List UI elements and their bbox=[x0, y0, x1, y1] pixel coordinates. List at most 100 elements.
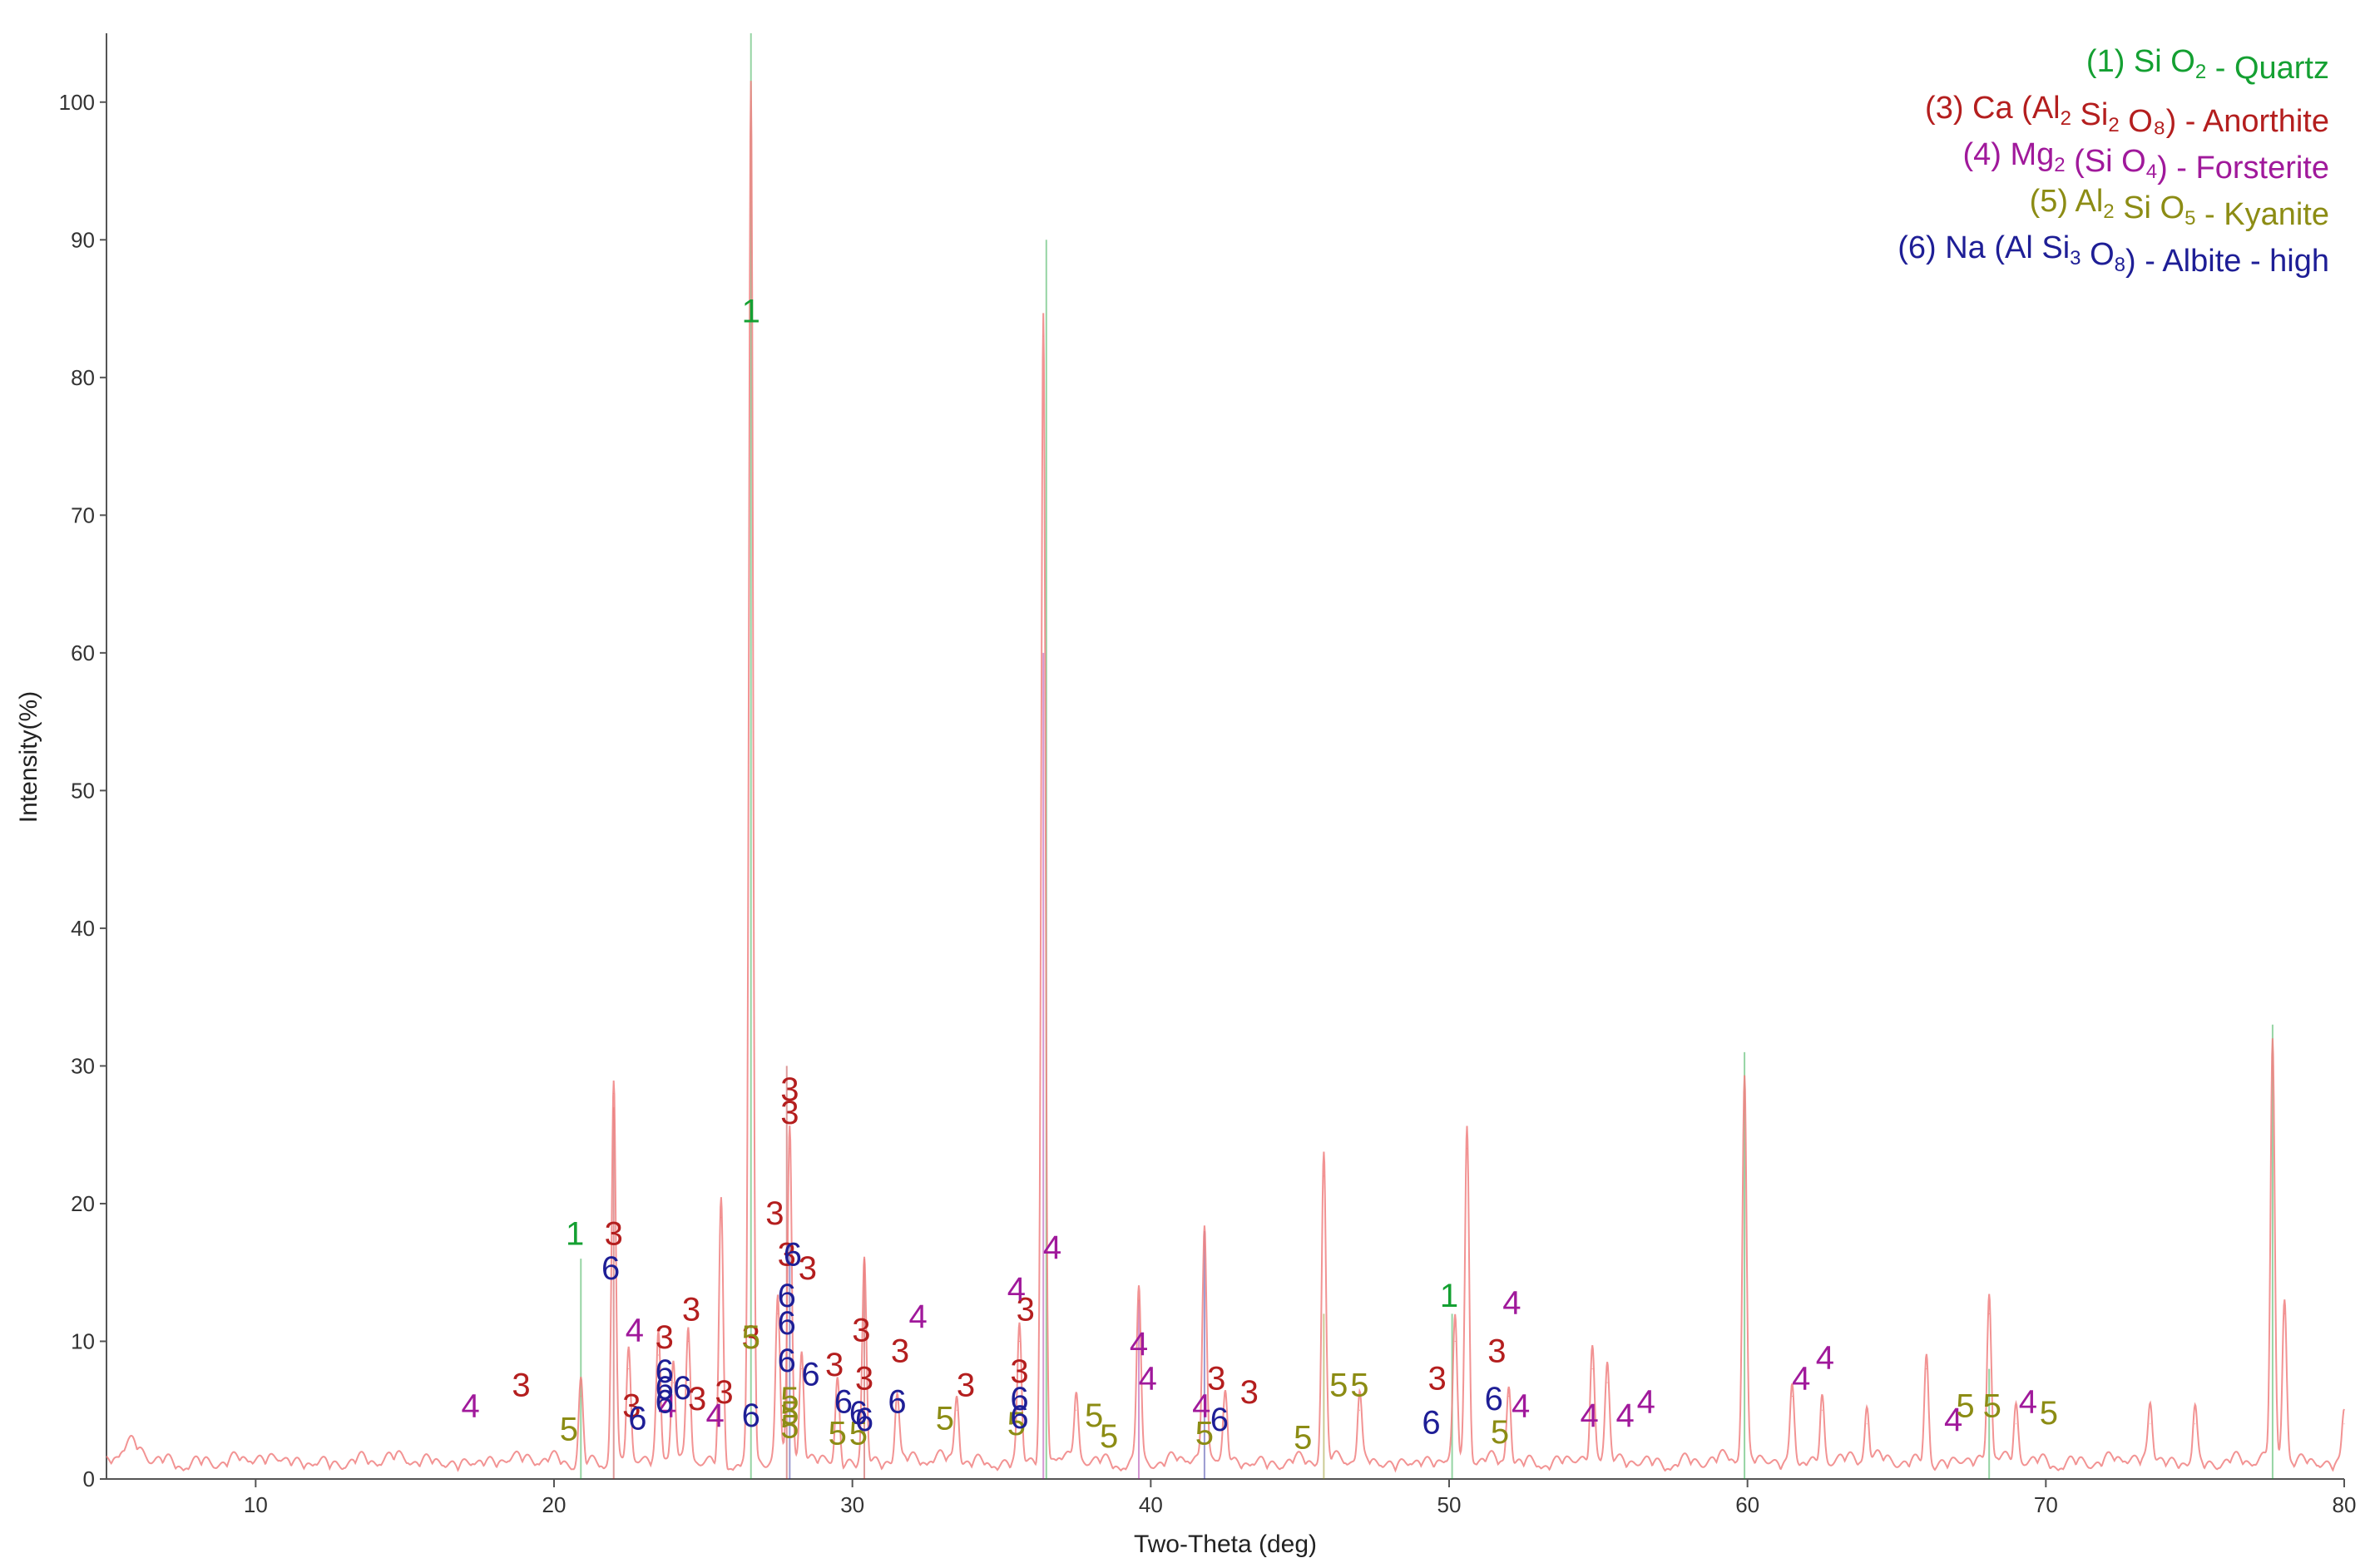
peak-marker-5: 5 bbox=[1956, 1388, 1974, 1425]
peak-marker-3: 3 bbox=[512, 1368, 530, 1404]
peak-marker-6: 6 bbox=[656, 1384, 674, 1421]
peak-marker-5: 5 bbox=[1085, 1397, 1103, 1434]
x-tick-label: 40 bbox=[1139, 1492, 1163, 1517]
peak-marker-1: 1 bbox=[742, 294, 760, 330]
peak-marker-3: 3 bbox=[957, 1368, 975, 1404]
pattern-peak bbox=[1591, 1368, 1593, 1370]
peak-marker-3: 3 bbox=[656, 1319, 674, 1356]
peak-marker-3: 3 bbox=[1017, 1292, 1035, 1328]
peak-marker-4: 4 bbox=[1043, 1229, 1061, 1266]
pattern-peak bbox=[2343, 1423, 2345, 1425]
peak-marker-4: 4 bbox=[1615, 1397, 1634, 1434]
y-ticks: 0 10 20 30 40 50 60 70 80 90 100 bbox=[59, 90, 106, 1491]
peak-marker-4: 4 bbox=[1139, 1360, 1157, 1397]
legend-entry-4: (4) Mg2 (Si O4) - Forsterite bbox=[1962, 137, 2329, 185]
pattern-peak bbox=[896, 1409, 898, 1411]
peak-marker-4: 4 bbox=[1816, 1340, 1834, 1377]
pattern-peak bbox=[687, 1340, 689, 1342]
peak-marker-4: 4 bbox=[1502, 1284, 1521, 1321]
pattern-peak bbox=[1204, 1244, 1205, 1246]
peak-marker-4: 4 bbox=[1192, 1388, 1210, 1425]
peak-marker-3: 3 bbox=[742, 1319, 760, 1356]
peak-marker-6: 6 bbox=[742, 1397, 760, 1434]
peak-marker-3: 3 bbox=[1428, 1360, 1447, 1397]
legend-entry-1: (1) Si O2 - Quartz bbox=[2086, 44, 2329, 86]
pattern-peak bbox=[837, 1396, 839, 1397]
pattern-peak bbox=[1358, 1409, 1360, 1411]
measured-pattern bbox=[106, 81, 2345, 1473]
peak-marker-6: 6 bbox=[656, 1370, 674, 1407]
x-tick-label: 50 bbox=[1437, 1492, 1462, 1517]
legend-entry-5: (5) Al2 Si O5 - Kyanite bbox=[2030, 184, 2329, 232]
peak-marker-4: 4 bbox=[1792, 1360, 1810, 1397]
peak-marker-6: 6 bbox=[1010, 1381, 1028, 1417]
pattern-peak bbox=[1019, 1340, 1021, 1342]
pattern-peak bbox=[863, 1272, 865, 1274]
x-ticks: 10 20 30 40 50 60 70 80 bbox=[244, 1479, 2357, 1517]
peak-marker-5: 5 bbox=[936, 1400, 954, 1437]
peak-marker-1: 1 bbox=[566, 1216, 584, 1253]
peak-marker-5: 5 bbox=[780, 1395, 799, 1432]
pattern-peak bbox=[801, 1368, 803, 1370]
peak-marker-4: 4 bbox=[1512, 1388, 1530, 1425]
peak-marker-3: 3 bbox=[622, 1388, 641, 1425]
pattern-peak bbox=[1042, 335, 1044, 337]
pattern-peak bbox=[1821, 1409, 1823, 1411]
legend: (1) Si O2 - Quartz (3) Ca (Al2 Si2 O₈) - … bbox=[1897, 44, 2329, 279]
x-tick-label: 10 bbox=[244, 1492, 268, 1517]
peak-marker-3: 3 bbox=[799, 1250, 817, 1287]
peak-marker-3: 3 bbox=[688, 1381, 706, 1417]
pattern-peak bbox=[2283, 1313, 2285, 1314]
plot-area bbox=[106, 33, 2344, 1480]
peak-marker-6: 6 bbox=[1010, 1399, 1028, 1436]
pattern-peak bbox=[750, 101, 752, 103]
peak-marker-4: 4 bbox=[1130, 1326, 1148, 1363]
pattern-peak bbox=[720, 1217, 722, 1219]
y-tick-label: 0 bbox=[83, 1467, 95, 1491]
pattern-peak bbox=[1138, 1299, 1140, 1301]
peak-marker-3: 3 bbox=[1010, 1353, 1028, 1390]
pattern-peak bbox=[628, 1368, 630, 1370]
peak-marker-3: 3 bbox=[778, 1236, 796, 1273]
x-tick-label: 80 bbox=[2333, 1492, 2357, 1517]
peak-marker-6: 6 bbox=[834, 1384, 853, 1421]
peak-marker-6: 6 bbox=[801, 1356, 819, 1392]
peak-marker-6: 6 bbox=[628, 1400, 646, 1437]
peak-marker-6: 6 bbox=[778, 1343, 796, 1379]
peak-marker-5: 5 bbox=[1329, 1368, 1348, 1404]
peak-marker-5: 5 bbox=[560, 1412, 578, 1448]
peak-marker-5: 5 bbox=[1983, 1388, 2001, 1425]
pattern-peak bbox=[2194, 1423, 2196, 1425]
x-tick-label: 30 bbox=[840, 1492, 864, 1517]
x-tick-label: 70 bbox=[2034, 1492, 2058, 1517]
peak-marker-5: 5 bbox=[1100, 1418, 1118, 1455]
peak-marker-1: 1 bbox=[1440, 1278, 1458, 1314]
peak-marker-5: 5 bbox=[1491, 1414, 1509, 1451]
peak-marker-3: 3 bbox=[855, 1360, 873, 1397]
peak-marker-5: 5 bbox=[849, 1416, 868, 1452]
x-tick-label: 60 bbox=[1735, 1492, 1759, 1517]
y-tick-label: 20 bbox=[71, 1191, 95, 1216]
peak-marker-6: 6 bbox=[849, 1395, 868, 1432]
pattern-peak bbox=[1926, 1368, 1927, 1370]
peak-marker-6: 6 bbox=[1422, 1404, 1440, 1441]
y-tick-label: 100 bbox=[59, 90, 95, 115]
peak-marker-3: 3 bbox=[1487, 1333, 1506, 1369]
pattern-peak bbox=[777, 1313, 779, 1314]
peak-marker-3: 3 bbox=[765, 1195, 784, 1232]
legend-entry-3: (3) Ca (Al2 Si2 O₈) - Anorthite bbox=[1925, 91, 2329, 139]
y-tick-label: 60 bbox=[71, 641, 95, 665]
peak-marker-5: 5 bbox=[742, 1319, 760, 1356]
peak-marker-5: 5 bbox=[829, 1416, 847, 1452]
pattern-peak bbox=[1988, 1313, 1990, 1314]
peak-marker-6: 6 bbox=[673, 1370, 691, 1407]
peak-marker-3: 3 bbox=[682, 1292, 700, 1328]
peak-marker-6: 6 bbox=[784, 1236, 802, 1273]
peak-marker-3: 3 bbox=[780, 1071, 799, 1108]
y-tick-label: 40 bbox=[71, 916, 95, 941]
peak-marker-6: 6 bbox=[888, 1384, 906, 1421]
pattern-peak bbox=[1454, 1340, 1456, 1342]
peak-marker-6: 6 bbox=[778, 1278, 796, 1314]
